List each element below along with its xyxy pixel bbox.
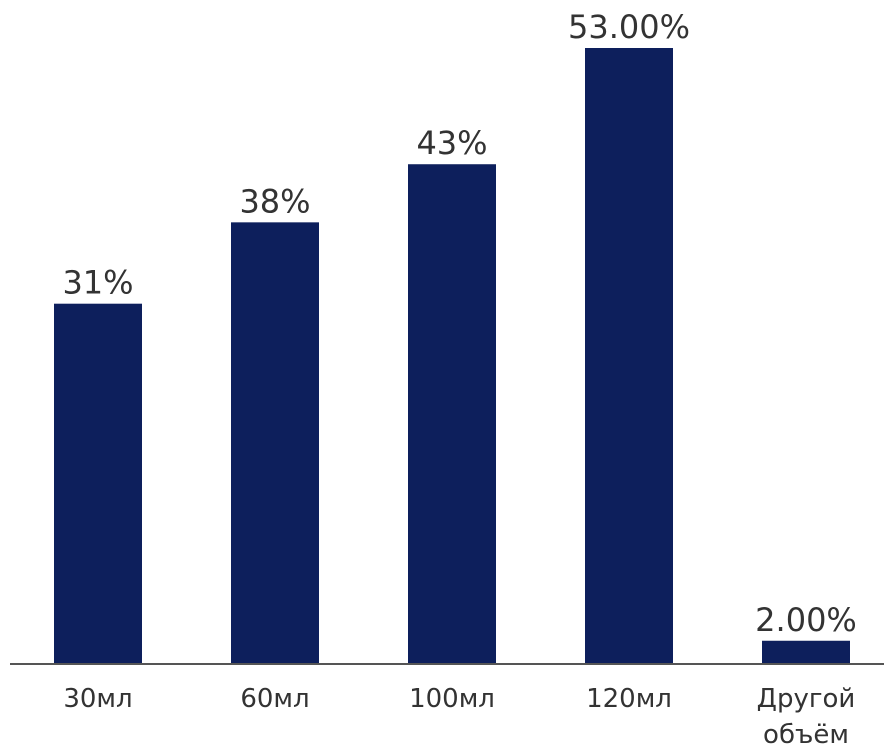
category-label-2: 100мл (409, 684, 495, 714)
category-label-4-line-1: объём (763, 720, 849, 749)
bar-value-label-1: 38% (239, 182, 310, 220)
value-labels-group: 31% 38% 43% 53.00% 2.00% (62, 8, 856, 639)
bar-value-label-4: 2.00% (755, 601, 857, 639)
bar-4 (762, 640, 850, 664)
bar-value-label-2: 43% (416, 124, 487, 162)
bar-0 (54, 303, 142, 664)
bar-value-label-0: 31% (62, 264, 133, 302)
category-label-1: 60мл (240, 684, 309, 714)
category-label-3: 120мл (586, 684, 672, 714)
category-label-4-line-0: Другой (757, 684, 856, 714)
bar-1 (231, 222, 319, 664)
bar-2 (408, 164, 496, 664)
category-labels-group: 30мл 60мл 100мл 120мл Другой объём (63, 684, 855, 749)
category-label-0: 30мл (63, 684, 132, 714)
bars-group (54, 48, 850, 664)
bar-3 (585, 48, 673, 664)
bar-value-label-3: 53.00% (568, 8, 690, 46)
